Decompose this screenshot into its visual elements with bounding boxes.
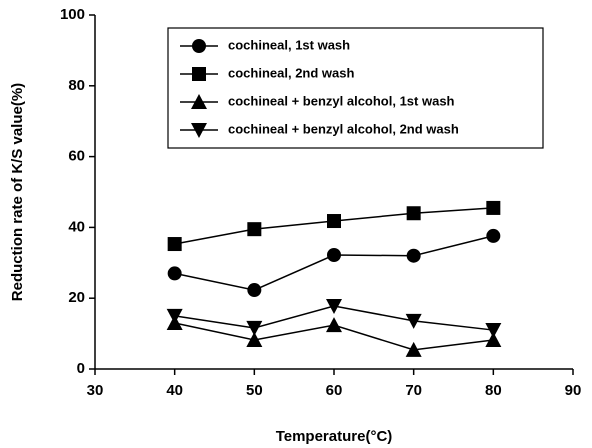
data-point xyxy=(485,331,502,347)
x-tick-label: 80 xyxy=(485,382,502,399)
x-tick-label: 90 xyxy=(565,382,582,399)
x-tick-label: 30 xyxy=(87,382,104,399)
y-tick-label: 40 xyxy=(68,218,85,235)
data-point xyxy=(327,214,341,229)
legend-label: cochineal + benzyl alcohol, 1st wash xyxy=(228,93,455,108)
data-point xyxy=(326,298,342,314)
data-point xyxy=(246,320,263,336)
data-point xyxy=(166,308,183,324)
x-tick-label: 50 xyxy=(246,382,263,399)
legend-marker xyxy=(192,39,206,53)
data-point xyxy=(405,313,422,329)
y-axis-label: Reduction rate of K/S value(%) xyxy=(9,83,26,301)
data-point xyxy=(406,206,421,221)
data-point xyxy=(406,248,421,263)
data-point xyxy=(326,317,342,333)
data-point xyxy=(486,200,501,215)
legend-label: cochineal, 2nd wash xyxy=(228,65,354,80)
data-point xyxy=(247,283,262,298)
data-point xyxy=(246,331,263,347)
legend-box xyxy=(167,27,544,149)
data-point xyxy=(167,237,182,252)
legend-marker xyxy=(192,67,206,81)
x-tick-label: 60 xyxy=(326,382,343,399)
series-line xyxy=(174,235,494,291)
data-point xyxy=(486,228,501,243)
data-point xyxy=(327,248,341,263)
x-tick-label: 40 xyxy=(166,382,183,399)
y-tick-label: 20 xyxy=(68,289,85,306)
legend-marker xyxy=(191,123,207,138)
y-tick-label: 80 xyxy=(68,77,85,94)
data-point xyxy=(405,341,422,357)
y-tick-label: 0 xyxy=(77,360,85,377)
data-point xyxy=(485,323,502,339)
data-point xyxy=(167,266,182,281)
x-axis-label: Temperature(°C) xyxy=(276,428,393,445)
legend-marker xyxy=(191,94,207,109)
y-tick-label: 60 xyxy=(68,148,85,165)
data-point xyxy=(247,222,262,237)
x-tick-label: 70 xyxy=(405,382,422,399)
y-tick-label: 100 xyxy=(60,6,85,23)
legend-label: cochineal + benzyl alcohol, 2nd wash xyxy=(228,121,459,136)
legend-label: cochineal, 1st wash xyxy=(228,37,350,52)
